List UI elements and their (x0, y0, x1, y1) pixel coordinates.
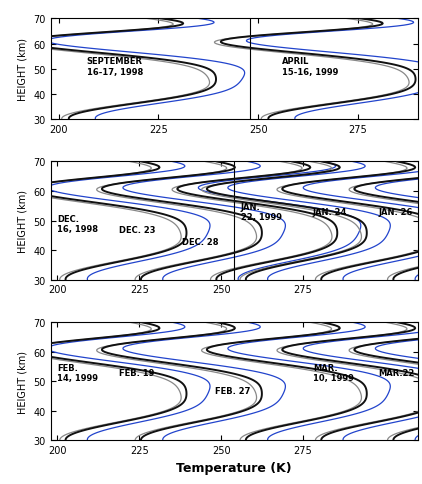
Text: DEC.
16, 1998: DEC. 16, 1998 (57, 214, 98, 234)
Text: SEPTEMBER
16-17, 1998: SEPTEMBER 16-17, 1998 (87, 57, 143, 76)
Text: JAN. 24: JAN. 24 (313, 208, 347, 217)
Y-axis label: HEIGHT (km): HEIGHT (km) (18, 38, 28, 101)
Text: FEB.
14, 1999: FEB. 14, 1999 (57, 363, 98, 382)
Text: JAN. 26: JAN. 26 (379, 208, 413, 217)
Text: DEC. 23: DEC. 23 (119, 226, 156, 234)
Text: MAR.
10, 1999: MAR. 10, 1999 (313, 363, 354, 382)
Text: DEC. 28: DEC. 28 (182, 237, 218, 246)
Text: APRIL
15-16, 1999: APRIL 15-16, 1999 (282, 57, 338, 76)
X-axis label: Temperature (K): Temperature (K) (176, 461, 292, 474)
Text: MAR.22: MAR.22 (379, 368, 415, 377)
Y-axis label: HEIGHT (km): HEIGHT (km) (18, 350, 28, 413)
Text: JAN.
22, 1999: JAN. 22, 1999 (241, 202, 282, 222)
Text: FEB. 27: FEB. 27 (214, 386, 250, 395)
Text: FEB. 19: FEB. 19 (119, 368, 155, 377)
Y-axis label: HEIGHT (km): HEIGHT (km) (18, 190, 28, 253)
